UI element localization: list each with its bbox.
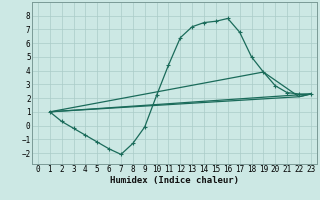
X-axis label: Humidex (Indice chaleur): Humidex (Indice chaleur) — [110, 176, 239, 185]
